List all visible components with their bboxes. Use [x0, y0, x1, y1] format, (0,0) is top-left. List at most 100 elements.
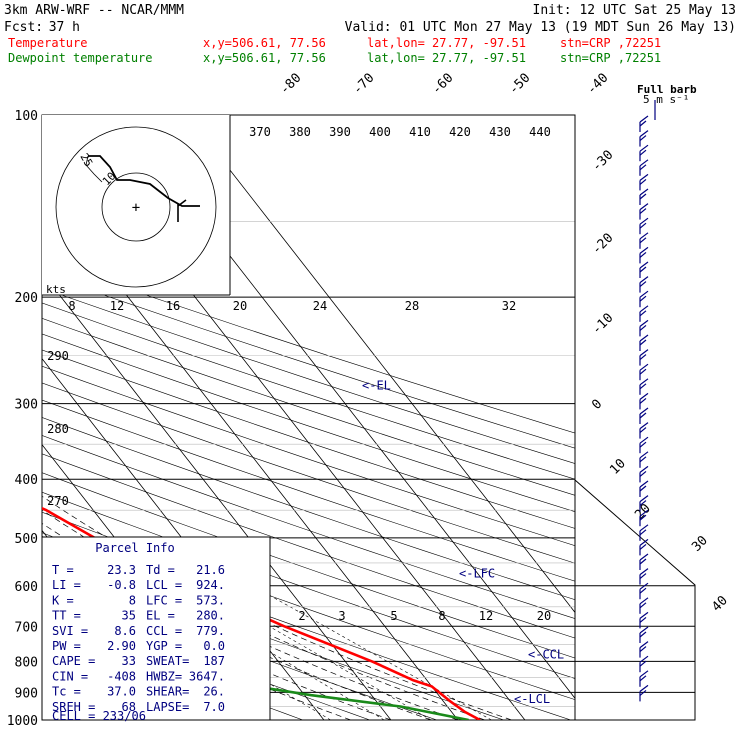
parcel-info-panel: Parcel Info T = 23.3 Td = 21.6 LI = -0.8 LCL =…	[41, 536, 271, 723]
hodograph-speed-label: 32	[502, 299, 516, 313]
mixing-ratio-label: 3	[338, 609, 345, 623]
parcel-value: 21.6	[196, 563, 225, 577]
legend-dewpoint: Dewpoint temperature x,y=506.61, 77.56 l…	[8, 51, 661, 65]
parcel-key: LAPSE=	[146, 700, 189, 714]
plot-frame	[41, 114, 576, 721]
wind-barb	[639, 334, 649, 351]
wind-barb	[639, 655, 649, 673]
parcel-value: 68	[122, 700, 136, 714]
valid-time: Valid: 01 UTC Mon 27 May 13 (19 MDT Sun …	[345, 20, 736, 35]
wind-barb	[639, 144, 649, 162]
isotherm-label: 20	[632, 501, 654, 523]
mixing-ratio-label: 20	[537, 609, 551, 623]
hodograph-bg	[42, 115, 230, 295]
isotherm-label: 0	[589, 397, 605, 413]
plot-frame-extension	[574, 479, 696, 721]
hodograph-origin: +	[132, 200, 140, 216]
parcel-cell: CELL = 233/06	[52, 709, 146, 723]
wind-barb	[639, 232, 649, 249]
wind-barb	[639, 465, 649, 483]
parcel-key: TT =	[52, 609, 81, 623]
theta-label: 440	[529, 125, 551, 139]
wind-barb	[639, 495, 649, 512]
mixing-ratio-label: 8	[438, 609, 445, 623]
parcel-value: 33	[122, 654, 136, 668]
level-mark-label: <-EL	[362, 379, 391, 393]
parcel-value: 8.6	[114, 624, 136, 638]
legend-label: Temperature	[8, 36, 87, 50]
pressure-label: 600	[15, 580, 38, 595]
pressure-label: 800	[15, 655, 38, 670]
forecast-hour: 37 h	[49, 20, 80, 35]
isotherm-label: -20	[589, 231, 616, 258]
legend-latlon: lat,lon= 27.77, -97.51	[367, 36, 526, 50]
parcel-key: EL =	[146, 609, 175, 623]
wind-barb	[639, 582, 649, 600]
mixing-ratio-line	[252, 585, 492, 720]
legend-xy: x,y=506.61, 77.56	[203, 51, 326, 65]
parcel-key: YGP =	[146, 639, 182, 653]
wind-barb	[639, 568, 649, 585]
isotherm-label: -80	[277, 71, 304, 98]
wind-barb	[639, 203, 649, 220]
wind-barb	[639, 305, 649, 322]
wind-barb	[639, 451, 649, 468]
parcel-key: PW =	[52, 639, 81, 653]
parcel-value: -0.8	[107, 578, 136, 592]
wind-barb	[639, 597, 649, 614]
parcel-value: 187	[203, 654, 225, 668]
mixing-ratio-label: 5	[390, 609, 397, 623]
wind-barb	[639, 392, 649, 410]
parcel-key: T =	[52, 563, 74, 577]
storm-motion-mark	[177, 199, 187, 222]
theta-side-label: 290	[47, 349, 69, 363]
theta-label: 420	[449, 125, 471, 139]
legend-temperature: Temperature x,y=506.61, 77.56 lat,lon= 2…	[8, 36, 661, 50]
pressure-label: 300	[15, 398, 38, 413]
hodograph-speed-label: 28	[405, 299, 419, 313]
legend-xy: x,y=506.61, 77.56	[203, 36, 326, 50]
pressure-label: 200	[15, 291, 38, 306]
pressure-label: 500	[15, 532, 38, 547]
hodograph-ring	[101, 172, 171, 242]
wind-barb	[639, 290, 649, 308]
hodograph-units: kts	[46, 283, 66, 296]
hodograph-trace-thin	[85, 155, 103, 183]
full-barb-label: Full barb	[637, 83, 697, 96]
wind-barb	[639, 611, 649, 629]
theta-label: 390	[329, 125, 351, 139]
hodograph-speed-label: 20	[233, 299, 247, 313]
wind-barb	[639, 159, 649, 176]
parcel-value: 8	[129, 593, 136, 607]
wind-barb	[639, 407, 649, 424]
wind-barb	[639, 246, 649, 264]
parcel-value: 0.0	[203, 639, 225, 653]
wind-barb	[639, 261, 649, 278]
wind-barbs	[639, 100, 656, 702]
parcel-panel-box	[41, 536, 271, 721]
parcel-value: 26.	[203, 685, 225, 699]
pressure-label: 1000	[7, 714, 38, 729]
parcel-key: CCL =	[146, 624, 182, 638]
theta-label: 380	[289, 125, 311, 139]
parcel-key: SREH =	[52, 700, 95, 714]
parcel-key: K =	[52, 593, 74, 607]
level-mark-label: <-LFC	[459, 567, 495, 581]
hodograph-speed-label: 24	[313, 299, 327, 313]
hodograph-speed-label: 16	[166, 299, 180, 313]
theta-label: 370	[249, 125, 271, 139]
full-barb-units: 5 m s⁻¹	[643, 93, 689, 106]
hodograph-trace	[88, 155, 200, 207]
isotherm-label: 40	[709, 593, 731, 615]
isotherm-label: -70	[350, 71, 377, 98]
wind-barb	[639, 349, 649, 366]
theta-label: 410	[409, 125, 431, 139]
parcel-value: 573.	[196, 593, 225, 607]
legend-label: Dewpoint temperature	[8, 51, 153, 65]
parcel-key: CIN =	[52, 669, 88, 683]
legend-station: stn=CRP ,72251	[560, 51, 661, 65]
wind-barb	[639, 436, 649, 454]
parcel-title: Parcel Info	[95, 541, 174, 555]
parcel-value: -408	[107, 669, 136, 683]
